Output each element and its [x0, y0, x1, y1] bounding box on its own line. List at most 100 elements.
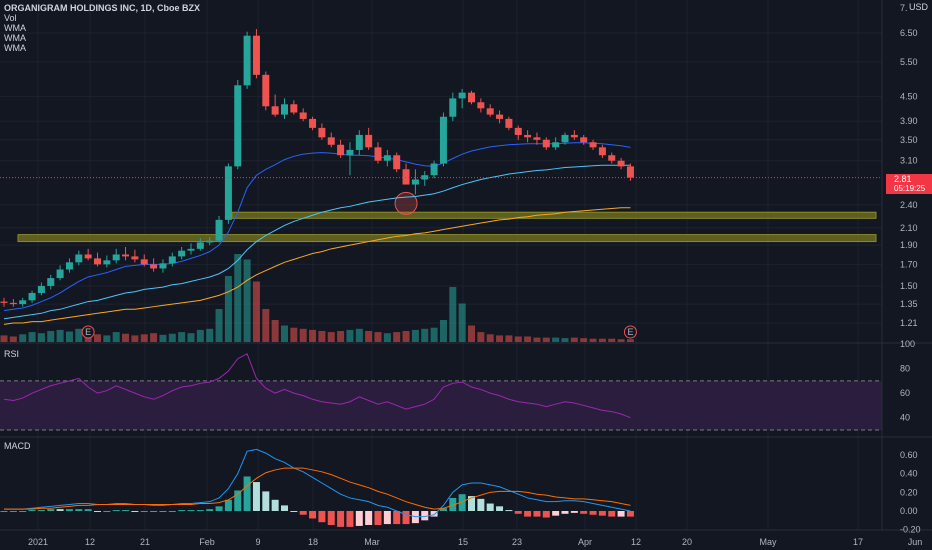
- macd-histogram-bar: [589, 511, 597, 515]
- candle-body: [47, 278, 55, 286]
- macd-histogram-bar: [355, 511, 363, 526]
- macd-tick-label: 0.20: [900, 487, 918, 497]
- time-axis-label: 2021: [28, 537, 48, 547]
- symbol-title[interactable]: ORGANIGRAM HOLDINGS INC, 1D, Cboe BZX: [4, 3, 201, 13]
- candle-body: [580, 137, 588, 143]
- macd-histogram-bar: [131, 511, 139, 512]
- volume-bar: [608, 338, 616, 342]
- volume-bar: [318, 331, 326, 342]
- volume-bar: [589, 338, 597, 342]
- legend-wma-1[interactable]: WMA: [4, 23, 26, 33]
- candle-body: [103, 260, 111, 265]
- macd-histogram-bar: [243, 476, 251, 511]
- macd-histogram-bar: [299, 511, 307, 515]
- volume-bar: [421, 328, 429, 342]
- volume-bar: [617, 339, 625, 342]
- candle-body: [337, 144, 345, 156]
- volume-bar: [103, 335, 111, 342]
- macd-histogram-bar: [505, 510, 513, 512]
- candle-body: [112, 254, 120, 261]
- rsi-series: [3, 353, 631, 419]
- macd-pane-label[interactable]: MACD: [4, 441, 31, 451]
- last-price-badge: 2.81 05:19:25: [886, 174, 932, 194]
- support-zones: [17, 191, 877, 243]
- candle-body: [430, 163, 438, 176]
- macd-histogram-bar: [178, 510, 186, 512]
- volume-bar: [262, 309, 270, 342]
- volume-bar: [393, 332, 401, 342]
- volume-bar: [337, 331, 345, 342]
- time-axis-label: Jun: [908, 537, 923, 547]
- macd-histogram-bar: [159, 511, 167, 512]
- candle-body: [421, 175, 429, 180]
- volume-bar: [524, 336, 532, 342]
- legend-wma-2[interactable]: WMA: [4, 33, 26, 43]
- macd-histogram-bar: [94, 511, 101, 512]
- candle-body: [439, 116, 447, 164]
- legend-vol[interactable]: Vol: [4, 13, 17, 23]
- legend-wma-3[interactable]: WMA: [4, 43, 26, 53]
- macd-histogram-bar: [374, 511, 382, 525]
- volume-bar: [178, 332, 186, 342]
- volume-bar: [496, 335, 504, 342]
- rsi-tick-label: 40: [900, 413, 910, 423]
- macd-histogram-bar: [37, 510, 45, 512]
- candle-body: [318, 127, 326, 138]
- candle-body: [290, 104, 298, 113]
- bar-countdown: 05:19:25: [894, 184, 926, 193]
- price-tick-label: 3.50: [900, 135, 918, 145]
- macd-histogram-bar: [496, 506, 504, 511]
- rsi-tick-label: 80: [900, 364, 910, 374]
- macd-histogram-bar: [28, 510, 36, 512]
- candle-body: [252, 35, 260, 75]
- volume-bar: [243, 259, 251, 342]
- candle-body: [150, 264, 158, 269]
- volume-bar: [150, 333, 158, 342]
- macd-histogram-bar: [617, 511, 625, 517]
- volume-bar: [598, 338, 606, 342]
- candle-body: [524, 134, 532, 138]
- macd-histogram-bar: [598, 511, 606, 516]
- candle-body: [65, 262, 73, 270]
- earnings-marker: [81, 325, 95, 339]
- macd-histogram-bar: [252, 482, 260, 511]
- candle-body: [477, 102, 485, 109]
- candle-body: [617, 160, 625, 167]
- rsi-pane-label[interactable]: RSI: [4, 349, 20, 359]
- candle-body: [234, 85, 242, 167]
- volume-bar: [365, 331, 373, 342]
- macd-histogram-bar: [224, 499, 232, 511]
- candle-body: [449, 98, 457, 117]
- volume-bar: [374, 332, 382, 342]
- candle-body: [468, 92, 475, 103]
- candle-body: [346, 149, 354, 156]
- candle-body: [9, 302, 17, 305]
- rsi-tick-label: 100: [900, 339, 915, 349]
- currency-label[interactable]: USD: [908, 2, 928, 12]
- candle-body: [542, 139, 550, 148]
- price-tick-label: 3.10: [900, 156, 918, 166]
- macd-histogram-bar: [580, 511, 588, 514]
- time-axis-label: Feb: [199, 537, 215, 547]
- time-axis-label: Mar: [364, 537, 380, 547]
- volume-bar: [28, 332, 36, 342]
- volume-bar: [215, 309, 223, 342]
- price-tick-label: 7.: [900, 3, 908, 13]
- rsi-tick-label: 60: [900, 388, 910, 398]
- candle-body: [402, 169, 410, 185]
- candle-body: [84, 254, 92, 259]
- price-tick-label: 1.21: [900, 318, 918, 328]
- volume-bar: [37, 333, 45, 342]
- time-axis-label: 20: [682, 537, 692, 547]
- earnings-marker: [623, 325, 637, 339]
- macd-histogram-bar: [514, 511, 522, 514]
- candle-body: [561, 134, 569, 143]
- candle-body: [243, 35, 251, 86]
- macd-histogram-bar: [271, 499, 279, 511]
- macd-histogram-bar: [281, 505, 288, 511]
- volume-bar: [439, 320, 447, 342]
- candle-body: [0, 301, 8, 303]
- wma-mid-line: [3, 164, 631, 320]
- volume-bar: [580, 338, 588, 342]
